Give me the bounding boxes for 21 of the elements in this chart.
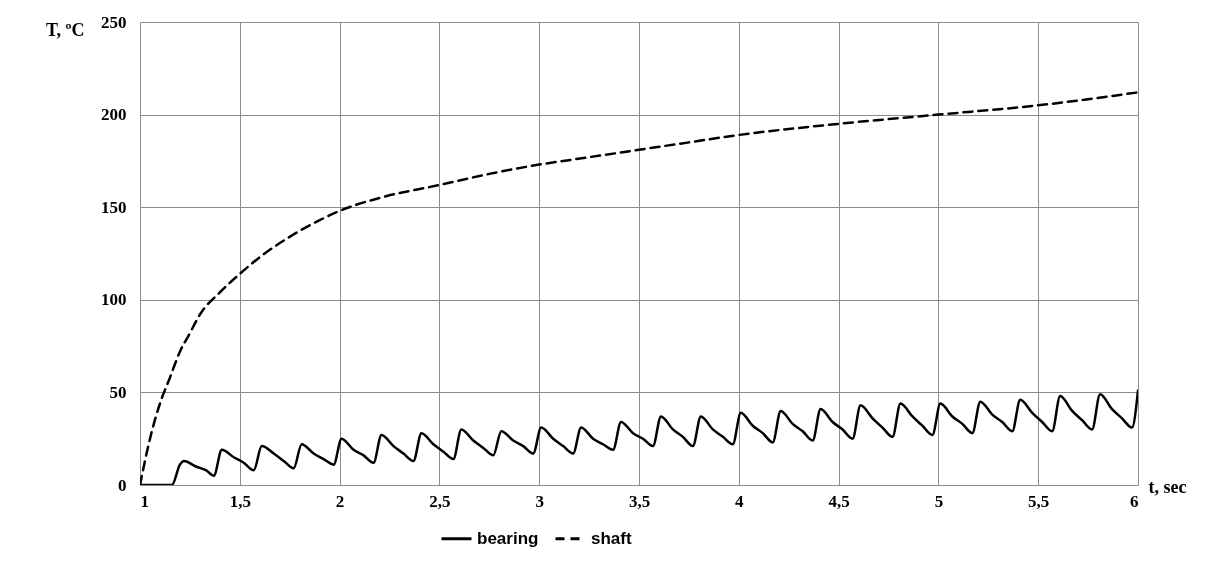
y-tick-label: 200 <box>101 105 127 125</box>
x-tick-label: 3 <box>535 491 544 511</box>
x-tick-label: 5 <box>934 491 944 511</box>
y-tick-label: 0 <box>118 475 127 495</box>
legend-label: shaft <box>591 528 632 548</box>
y-tick-label: 150 <box>101 197 127 217</box>
x-tick-label: 4 <box>735 491 745 511</box>
x-tick-label: 3,5 <box>628 491 651 511</box>
legend-label: bearing <box>477 528 539 548</box>
y-tick-label: 100 <box>101 290 127 310</box>
y-tick-label: 250 <box>101 12 127 32</box>
x-tick-label: 1,5 <box>229 491 251 511</box>
y-tick-label: 50 <box>109 382 127 402</box>
x-tick-label: 1 <box>140 491 149 511</box>
x-tick-label: 4,5 <box>828 491 850 511</box>
y-axis-title: T, ºC <box>45 19 85 40</box>
x-axis-title: t, sec <box>1148 476 1187 497</box>
x-tick-label: 6 <box>1130 491 1139 511</box>
x-tick-label: 2,5 <box>429 491 451 511</box>
x-tick-label: 2 <box>335 491 345 511</box>
x-tick-label: 5,5 <box>1028 491 1050 511</box>
